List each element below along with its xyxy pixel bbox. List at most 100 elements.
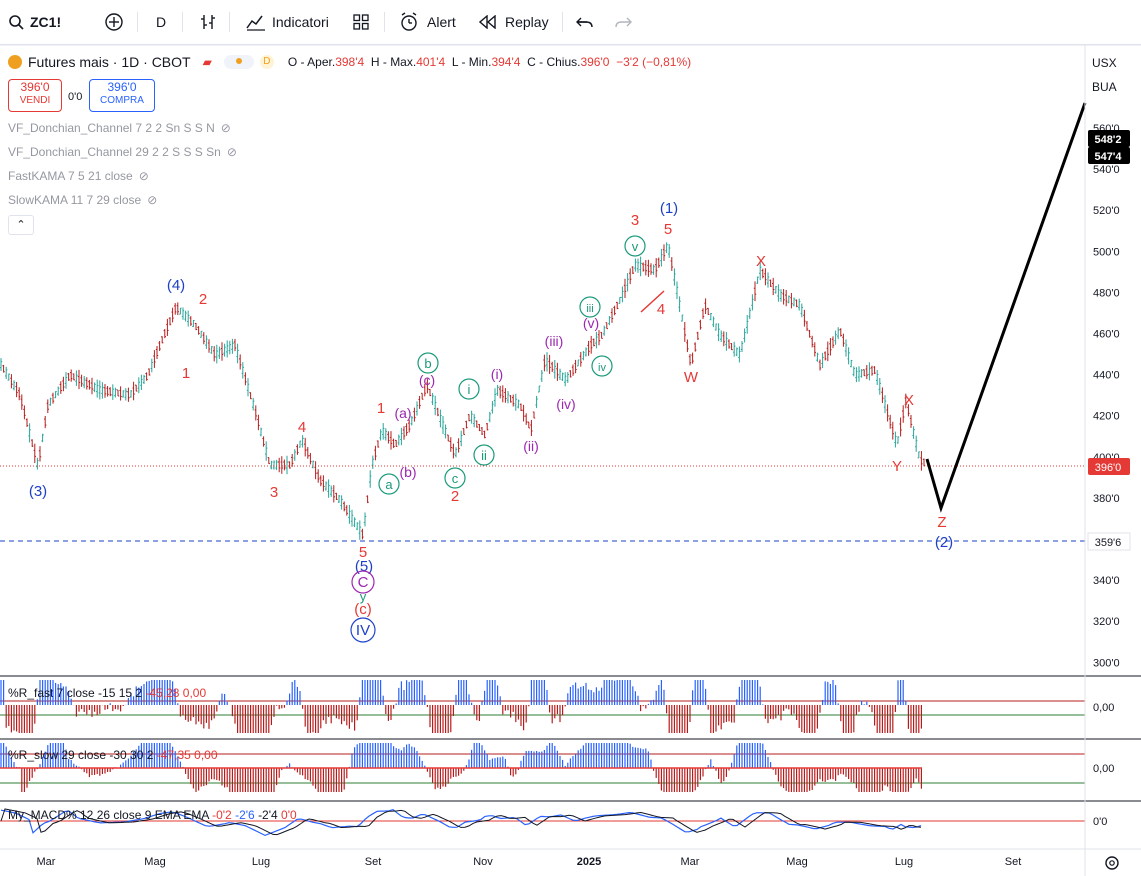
- wave-label: (1): [660, 200, 678, 217]
- r-slow-legend[interactable]: %R_slow 29 close -30 30 2 -47,35 0,00: [8, 748, 218, 762]
- wave-label: (3): [29, 483, 47, 500]
- r-slow-axis-value: 0,00: [1093, 763, 1114, 775]
- chart-type-button[interactable]: [199, 10, 217, 34]
- wave-label: IV: [356, 622, 370, 639]
- redo-button[interactable]: [614, 10, 632, 34]
- delayed-indicator: D: [259, 55, 274, 69]
- indicators-label: Indicatori: [272, 14, 329, 30]
- wave-label: Y: [892, 458, 902, 475]
- symbol-header[interactable]: Futures mais · 1D · CBOT ▰ D O - Aper.39…: [8, 54, 691, 70]
- wave-label: Z: [937, 514, 946, 531]
- flag-icon[interactable]: ▰: [202, 55, 212, 69]
- r-fast-axis-value: 0,00: [1093, 702, 1114, 714]
- tag-high: 548'2: [1094, 134, 1121, 146]
- study-legend[interactable]: VF_Donchian_Channel 29 2 2 S S S Sn ⊘: [8, 145, 237, 159]
- settings-gear-icon[interactable]: [1105, 856, 1119, 870]
- study-legend[interactable]: SlowKAMA 11 7 29 close ⊘: [8, 193, 157, 207]
- wave-label: 4: [298, 419, 306, 436]
- eye-off-icon[interactable]: ⊘: [226, 145, 237, 159]
- study-label: FastKAMA 7 5 21 close: [8, 169, 133, 183]
- price-tick-label: 320'0: [1093, 616, 1120, 628]
- interval-label: D: [156, 14, 167, 30]
- plus-circle-icon: [105, 13, 123, 31]
- toolbar-divider: [137, 12, 138, 32]
- macd-lines: [0, 808, 1085, 837]
- wave-label: 2: [199, 291, 207, 308]
- time-tick-label: 2025: [577, 856, 601, 868]
- alert-button[interactable]: Alert: [399, 10, 456, 34]
- macd-axis-value: 0'0: [1093, 816, 1107, 828]
- indicators-button[interactable]: Indicatori: [246, 10, 329, 34]
- tag-last: 396'0: [1095, 462, 1122, 474]
- macd-legend[interactable]: My_MACD% 12 26 close 9 EMA EMA -0'2 -2'6…: [8, 808, 297, 822]
- wave-label: 1: [182, 365, 190, 382]
- interval-button[interactable]: D: [156, 10, 166, 34]
- collapse-legend-button[interactable]: ⌃: [8, 215, 34, 235]
- wave-label: c: [452, 471, 459, 486]
- price-tick-label: 340'0: [1093, 575, 1120, 587]
- wave-label: (iv): [556, 396, 575, 412]
- symbol-label: ZC1!: [30, 14, 62, 30]
- currency-unit-button[interactable]: USX: [1092, 56, 1117, 70]
- time-tick-label: Mag: [786, 856, 807, 868]
- chevron-up-icon: ⌃: [16, 219, 26, 231]
- corn-logo-icon: [8, 55, 22, 69]
- study-legend[interactable]: FastKAMA 7 5 21 close ⊘: [8, 169, 149, 183]
- wave-label: C: [358, 574, 369, 591]
- price-tick-label: 460'0: [1093, 329, 1120, 341]
- time-axis[interactable]: Mar Mag Lug Set Nov 2025 Mar Mag Lug Set: [37, 856, 1022, 868]
- wave-label: 4: [657, 301, 665, 318]
- wave-labels: (3) (4) (1) (5) IV (2) 1 2 3 4 5 1 2 3 4…: [29, 200, 953, 643]
- indicators-icon: [246, 15, 265, 31]
- tag-low: 547'4: [1094, 151, 1122, 163]
- time-tick-label: Mar: [681, 856, 700, 868]
- oscillator-axes: 0,00 0,00 0'0: [1093, 702, 1114, 828]
- study-label: SlowKAMA 11 7 29 close: [8, 193, 142, 207]
- alarm-clock-icon: [401, 12, 417, 31]
- wave-label: iv: [598, 362, 606, 374]
- macd-signal-line: [0, 808, 922, 836]
- wave-label: (4): [167, 277, 185, 294]
- price-tick-label: 500'0: [1093, 246, 1120, 258]
- wave-circle: [350, 617, 376, 643]
- spread-value: 0'0: [68, 91, 83, 103]
- time-tick-label: Lug: [252, 856, 270, 868]
- wave-label: (ii): [523, 438, 539, 454]
- buy-button[interactable]: 396'0 COMPRA: [89, 79, 155, 112]
- r-slow-histogram: [0, 743, 1085, 792]
- price-chart[interactable]: (3) (4) (1) (5) IV (2) 1 2 3 4 5 1 2 3 4…: [0, 45, 1141, 876]
- layouts-button[interactable]: [352, 10, 370, 34]
- wave-label: (iii): [545, 333, 564, 349]
- price-bars: [0, 242, 926, 540]
- eye-off-icon[interactable]: ⊘: [147, 193, 158, 207]
- wave-label: 5: [359, 544, 367, 561]
- toolbar-divider: [229, 12, 230, 32]
- toolbar-divider: [182, 12, 183, 32]
- ohlc-values: O - Aper.398'4 H - Max.401'4 L - Min.394…: [287, 55, 692, 69]
- wave-label: i: [468, 382, 471, 397]
- price-axis[interactable]: 560'0540'0520'0500'0480'0460'0440'0420'0…: [1093, 123, 1120, 669]
- wave-label: (5): [355, 558, 373, 575]
- wave-label: 1: [377, 400, 385, 417]
- eye-off-icon[interactable]: ⊘: [220, 121, 231, 135]
- r-fast-legend[interactable]: %R_fast 7 close -15 15 2 -45,28 0,00: [8, 686, 207, 700]
- symbol-search[interactable]: ZC1!: [8, 10, 61, 34]
- projection-path[interactable]: [925, 102, 1087, 513]
- top-toolbar: ZC1! D Indicatori Alert Replay: [0, 0, 1141, 45]
- study-legend[interactable]: VF_Donchian_Channel 7 2 2 Sn S S N ⊘: [8, 121, 231, 135]
- eye-off-icon[interactable]: ⊘: [138, 169, 149, 183]
- price-tick-label: 520'0: [1093, 205, 1120, 217]
- unit-mode-button[interactable]: BUA: [1092, 80, 1117, 94]
- wave-label: a: [385, 477, 393, 492]
- toolbar-divider: [384, 12, 385, 32]
- chart-area[interactable]: (3) (4) (1) (5) IV (2) 1 2 3 4 5 1 2 3 4…: [0, 45, 1141, 876]
- rewind-icon: [479, 15, 496, 29]
- compare-button[interactable]: [104, 10, 124, 34]
- replay-button[interactable]: Replay: [479, 10, 549, 34]
- search-icon: [9, 15, 24, 30]
- sell-button[interactable]: 396'0 VENDI: [8, 79, 62, 112]
- wave-circle: [351, 570, 375, 594]
- undo-button[interactable]: [576, 10, 594, 34]
- wave-4-trendline[interactable]: [640, 290, 665, 313]
- price-tick-label: 420'0: [1093, 411, 1120, 423]
